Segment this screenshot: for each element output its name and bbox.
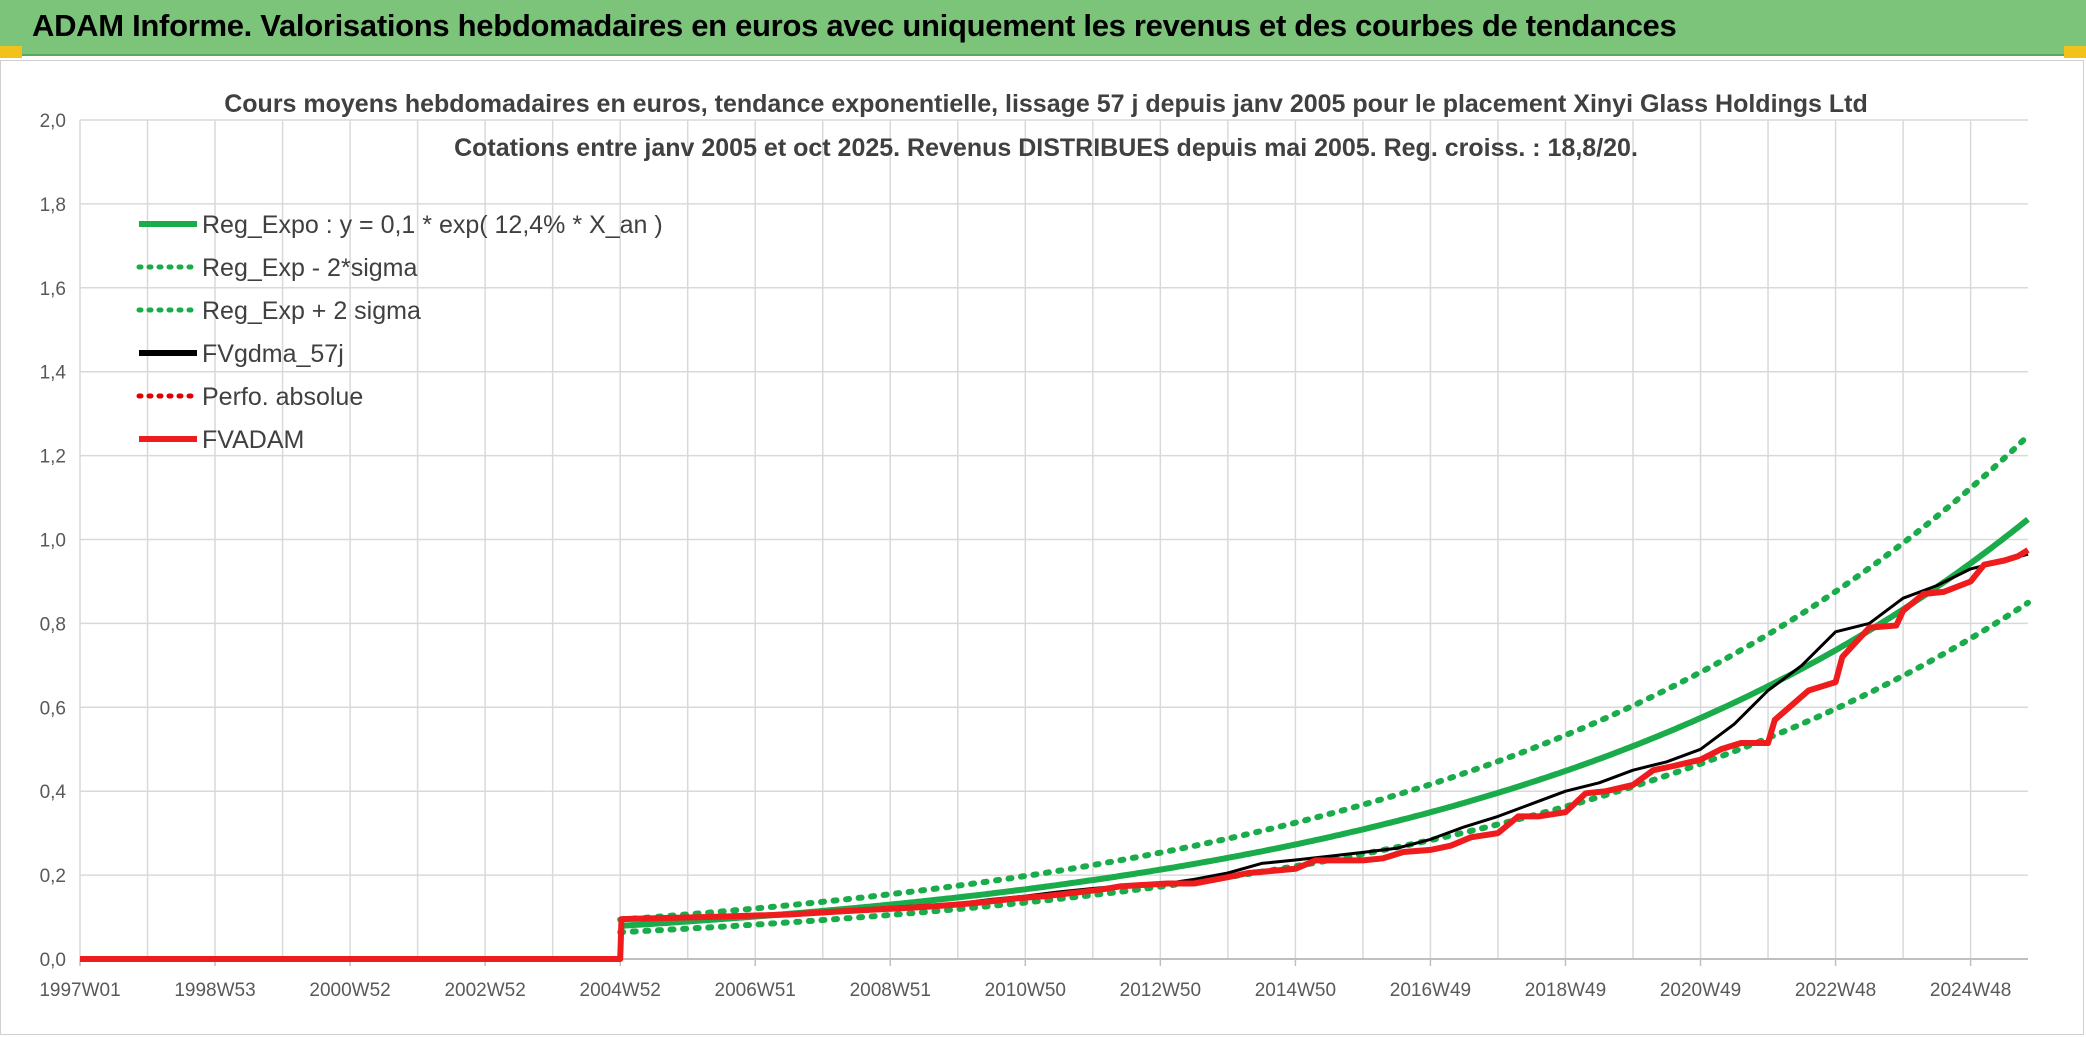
- legend-label: Reg_Expo : y = 0,1 * exp( 12,4% * X_an ): [202, 211, 663, 239]
- x-tick-label: 1997W01: [39, 980, 120, 1001]
- y-axis: 0,0 0,2 0,4 0,6 0,8 1,0 1,2 1,4 1,6 1,8 2,0: [40, 111, 67, 971]
- x-tick-label: 2000W52: [309, 980, 390, 1001]
- legend-label: Reg_Exp - 2*sigma: [202, 254, 417, 282]
- chart-title-line-1: Cours moyens hebdomadaires en euros, ten…: [224, 90, 1868, 118]
- y-tick-label: 0,4: [40, 782, 67, 803]
- x-tick-label: 2020W49: [1660, 980, 1741, 1001]
- legend-label: Perfo. absolue: [202, 383, 363, 411]
- x-tick-label: 2024W48: [1930, 980, 2011, 1001]
- y-tick-label: 1,4: [40, 363, 67, 384]
- x-tick-label: 2002W52: [444, 980, 525, 1001]
- gridlines: [79, 119, 2028, 960]
- series-line-0: [620, 516, 2030, 929]
- y-tick-label: 1,2: [40, 447, 66, 468]
- banner-corner-right: [2064, 46, 2086, 58]
- chart-area: Cours moyens hebdomadaires en euros, ten…: [0, 60, 2084, 1035]
- legend-label: FVgdma_57j: [202, 340, 344, 368]
- y-tick-label: 0,8: [40, 614, 66, 635]
- series-lines: [80, 432, 2031, 962]
- series-line-2: [617, 432, 2031, 923]
- y-tick-label: 2,0: [40, 111, 66, 132]
- legend-label: Reg_Exp + 2 sigma: [202, 297, 421, 325]
- x-tick-label: 2006W51: [715, 980, 796, 1001]
- y-tick-label: 1,0: [40, 531, 66, 552]
- x-tick-label: 2012W50: [1120, 980, 1201, 1001]
- series-line-3: [626, 552, 2029, 921]
- x-tick-label: 2018W49: [1525, 980, 1606, 1001]
- y-tick-label: 1,6: [40, 279, 66, 300]
- chart-svg: Cours moyens hebdomadaires en euros, ten…: [39, 90, 2031, 1001]
- x-tick-label: 2008W51: [850, 980, 931, 1001]
- chart-title: Cours moyens hebdomadaires en euros, ten…: [224, 90, 1868, 162]
- y-tick-label: 1,8: [40, 195, 66, 216]
- x-tick-label: 2010W50: [985, 980, 1066, 1001]
- x-tick-label: 2022W48: [1795, 980, 1876, 1001]
- series-line-5: [80, 547, 2030, 962]
- y-tick-label: 0,0: [40, 950, 66, 971]
- legend-label: FVADAM: [202, 426, 304, 454]
- report-title: ADAM Informe. Valorisations hebdomadaire…: [32, 8, 1677, 43]
- x-axis: 1997W01 1998W53 2000W52 2002W52 2004W52 2006W…: [39, 958, 2028, 1001]
- x-tick-label: 1998W53: [174, 980, 255, 1001]
- report-banner: ADAM Informe. Valorisations hebdomadaire…: [0, 0, 2086, 58]
- banner-corner-left: [0, 46, 22, 58]
- x-tick-label: 2004W52: [580, 980, 661, 1001]
- chart-title-line-2: Cotations entre janv 2005 et oct 2025. R…: [454, 134, 1638, 162]
- y-tick-label: 0,6: [40, 698, 66, 719]
- y-tick-label: 0,2: [40, 866, 66, 887]
- x-tick-label: 2014W50: [1255, 980, 1336, 1001]
- legend: Reg_Expo : y = 0,1 * exp( 12,4% * X_an )…: [136, 211, 663, 454]
- x-tick-label: 2016W49: [1390, 980, 1471, 1001]
